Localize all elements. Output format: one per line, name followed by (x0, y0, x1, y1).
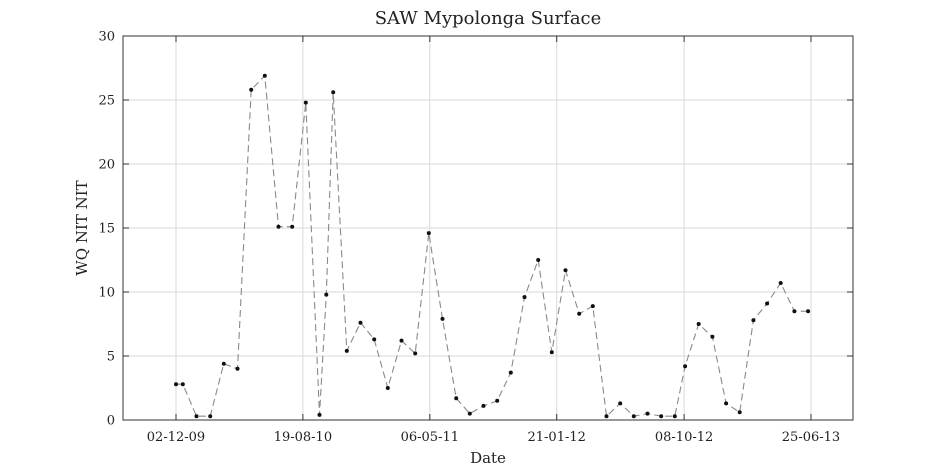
data-point (235, 366, 240, 371)
x-tick-label: 21-01-12 (527, 430, 585, 445)
x-tick-label: 08-10-12 (655, 430, 713, 445)
x-axis-label: Date (470, 449, 506, 467)
data-point (683, 364, 688, 369)
data-point (399, 338, 404, 343)
x-tick-label: 02-12-09 (147, 430, 205, 445)
data-point (590, 304, 595, 309)
data-point (672, 414, 677, 419)
x-tick-label: 19-08-10 (274, 430, 332, 445)
data-point (792, 309, 797, 314)
data-point (454, 396, 459, 401)
data-point (440, 316, 445, 321)
data-point (724, 401, 729, 406)
data-point (331, 90, 336, 95)
data-point (372, 337, 377, 342)
data-point (426, 231, 431, 236)
data-point (631, 414, 636, 419)
data-point (249, 87, 254, 92)
data-point (536, 258, 541, 262)
data-point (577, 311, 582, 316)
data-point (659, 414, 664, 419)
y-tick-label: 5 (107, 350, 115, 365)
y-tick-label: 30 (98, 30, 115, 45)
data-point (481, 403, 486, 408)
data-point (495, 398, 500, 403)
data-point (710, 334, 715, 339)
data-point (778, 281, 783, 285)
data-point (344, 348, 349, 353)
x-tick-label: 06-05-11 (401, 430, 459, 445)
data-point (174, 382, 178, 387)
series-path (176, 74, 809, 418)
data-point (262, 73, 267, 78)
data-point (221, 361, 226, 366)
data-point (618, 401, 623, 406)
data-point (317, 412, 322, 417)
data-point (385, 386, 390, 390)
y-tick-label: 25 (98, 94, 115, 109)
data-point (303, 100, 308, 105)
data-point (751, 318, 756, 323)
data-point (180, 382, 185, 387)
data-point (765, 301, 770, 306)
data-point (737, 410, 742, 415)
data-point (208, 414, 213, 419)
x-tick-label: 25-06-13 (782, 430, 840, 445)
y-tick-label: 20 (98, 158, 115, 173)
y-tick-label: 0 (107, 414, 115, 429)
data-point (358, 320, 363, 325)
series-line (174, 73, 811, 419)
data-point (290, 224, 295, 229)
y-axis-label: WQ NIT NIT (73, 180, 91, 275)
data-point (549, 350, 554, 355)
data-point (522, 295, 527, 300)
axis-ticks (123, 35, 853, 421)
data-point (413, 351, 418, 356)
chart-title: SAW Mypolonga Surface (375, 8, 602, 29)
data-point (194, 414, 199, 419)
data-point (806, 309, 811, 314)
grid-lines (123, 36, 853, 420)
data-point (645, 411, 650, 416)
y-tick-label: 15 (98, 222, 115, 237)
data-point (696, 322, 701, 326)
data-point (604, 414, 609, 419)
data-point (508, 370, 513, 375)
data-point (324, 292, 329, 297)
data-point (563, 268, 568, 273)
tick-labels: 02-12-09 19-08-10 06-05-11 21-01-12 08-10-12… (98, 30, 840, 446)
data-point (467, 411, 472, 416)
data-point (276, 224, 281, 229)
y-tick-label: 10 (98, 286, 115, 301)
